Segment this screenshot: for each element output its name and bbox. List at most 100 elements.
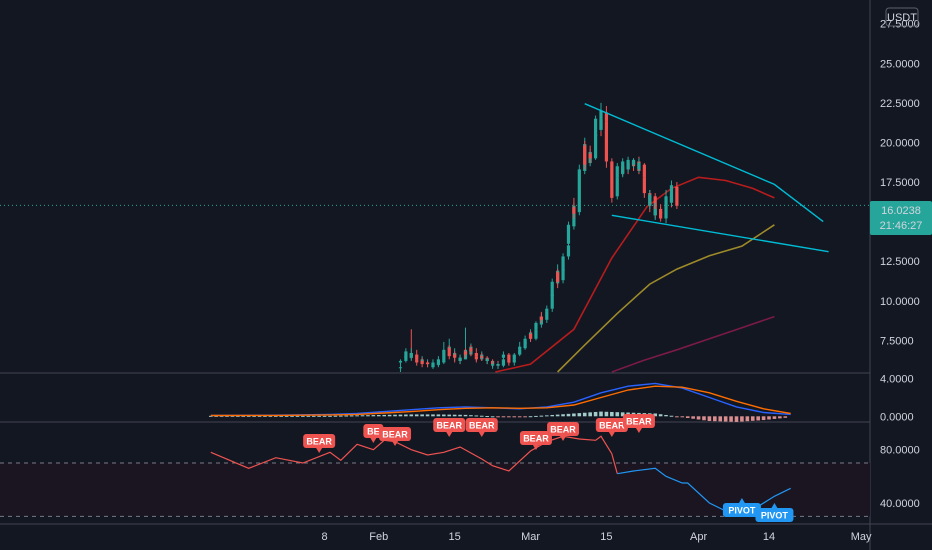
currency-badge[interactable]: USDT	[885, 7, 919, 27]
price-tick-label: 20.0000	[880, 137, 920, 149]
candle-up	[523, 335, 527, 346]
tag-background	[595, 418, 628, 432]
macd-histogram-bar	[366, 415, 370, 417]
candle-up	[491, 360, 495, 369]
macd-panel[interactable]	[208, 382, 791, 422]
candle-body	[518, 349, 522, 355]
macd-histogram-bar	[761, 416, 766, 421]
tag-label: BEAR	[382, 430, 408, 440]
candle-down	[463, 348, 468, 358]
macd-histogram-bar	[669, 415, 674, 417]
candle-body	[507, 354, 511, 361]
tag-label: PIVOT	[761, 511, 789, 521]
macd-histogram-bar	[756, 416, 760, 421]
bear-tag: BEAR	[303, 434, 336, 453]
moving-average-ma_fast	[495, 176, 775, 373]
macd-histogram-bar	[729, 416, 733, 422]
candle-body	[534, 329, 538, 339]
candle-down	[583, 140, 587, 170]
candle-body	[664, 205, 668, 219]
macd-histogram-bar	[734, 416, 739, 422]
tag-background	[363, 424, 384, 438]
macd-histogram-bar	[599, 411, 603, 417]
macd-histogram-bar	[382, 414, 386, 417]
candle-body	[561, 256, 565, 271]
candle-body	[642, 164, 646, 178]
macd-histogram-bar	[295, 415, 300, 417]
time-axis[interactable]: 8Feb15Mar15Apr14May17Jun14	[322, 531, 932, 543]
time-tick-label: 8	[322, 531, 328, 543]
price-tick-label: 22.5000	[880, 98, 920, 110]
candle-body	[501, 354, 506, 358]
candle-up	[621, 158, 625, 178]
last-price-tag-background	[870, 201, 932, 235]
bear-tag: BE	[363, 424, 384, 443]
candle-up	[398, 359, 403, 366]
oscillator-tick-label: 80.0000	[880, 445, 920, 457]
candle-down	[659, 207, 663, 222]
tag-pointer	[771, 503, 778, 508]
tag-background	[755, 508, 794, 522]
tag-pointer	[560, 436, 567, 441]
candle-down	[675, 188, 679, 209]
macd-histogram-bar	[555, 414, 560, 417]
candle-body	[615, 166, 619, 178]
macd-histogram-bar	[360, 415, 365, 417]
macd-histogram-bar	[409, 414, 414, 417]
candle-body	[610, 161, 614, 190]
time-tick-label: Feb	[369, 531, 388, 543]
bear-tag: BEAR	[519, 431, 552, 450]
macd-histogram-bar	[479, 415, 484, 417]
macd-histogram-bar	[344, 415, 349, 417]
candle-up	[615, 163, 619, 181]
candle-body	[631, 159, 636, 165]
macd-histogram-bar	[561, 414, 565, 417]
candle-body	[583, 145, 587, 165]
candle-up	[566, 221, 571, 247]
macd-histogram-bar	[512, 416, 517, 418]
candle-down	[507, 359, 511, 366]
candle-body	[610, 189, 614, 198]
candle-up	[561, 253, 565, 274]
time-tick-label: May	[851, 531, 872, 543]
candle-body	[447, 348, 451, 357]
pivot-tag: PIVOT	[755, 503, 794, 522]
price-panel[interactable]	[0, 102, 870, 373]
candle-down	[480, 353, 484, 361]
macd-histogram-bar	[447, 414, 452, 417]
currency-label: USDT	[887, 12, 917, 24]
price-tick-label: 7.5000	[880, 335, 914, 347]
candle-body	[604, 121, 609, 162]
tag-label: BEAR	[550, 425, 576, 435]
candle-body	[425, 362, 430, 365]
macd-histogram-bar	[425, 414, 430, 417]
bar-countdown: 21:46:27	[880, 220, 923, 232]
macd-tick-label: 0.0000	[880, 411, 914, 423]
tag-background	[303, 434, 336, 448]
pivot-tag: PIVOT	[722, 498, 761, 517]
candle-body	[534, 322, 538, 330]
candle-down	[474, 354, 478, 363]
macd-histogram-bar	[387, 414, 392, 417]
macd-histogram-bar	[772, 416, 777, 419]
macd-histogram-bar	[404, 414, 408, 417]
candle-up	[599, 102, 603, 132]
macd-histogram-bar	[398, 414, 403, 417]
macd-histogram-bar	[604, 411, 609, 417]
bear-tag: BEAR	[595, 418, 628, 437]
tag-pointer	[635, 428, 642, 433]
tag-pointer	[316, 448, 323, 453]
candle-body	[415, 354, 419, 360]
macd-histogram-bar	[301, 415, 305, 417]
candle-up	[518, 341, 522, 352]
candle-body	[669, 185, 674, 203]
macd-histogram-bar	[534, 415, 538, 417]
macd-line-macd	[210, 382, 791, 417]
candle-body	[642, 177, 646, 194]
candle-body	[518, 346, 522, 350]
price-axis[interactable]: 27.5000 25.0000 22.5000 20.0000 17.5000 12.50…	[880, 19, 920, 510]
candle-body	[599, 110, 603, 130]
macd-histogram-bar	[577, 413, 582, 417]
